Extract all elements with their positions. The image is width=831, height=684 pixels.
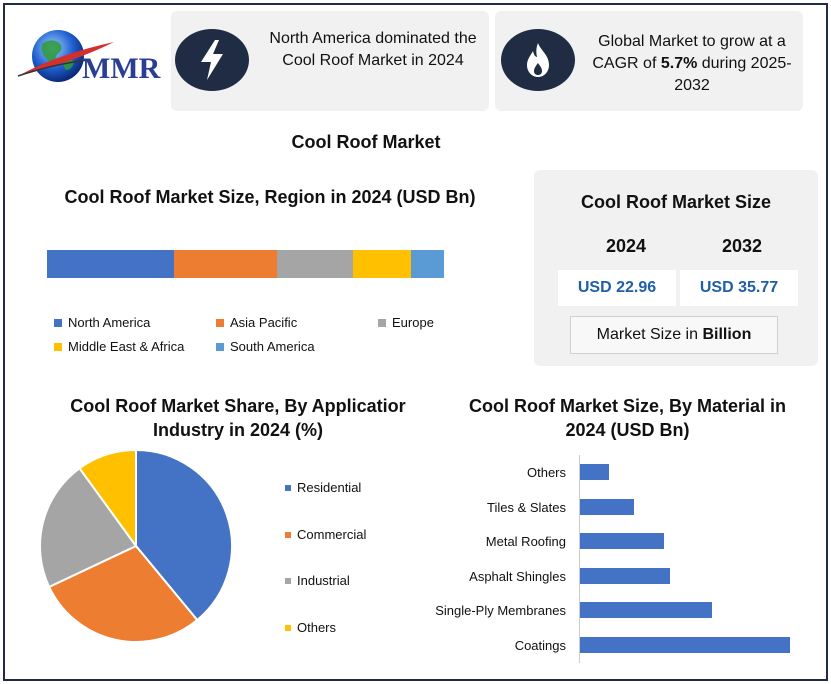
region-legend-item: South America	[216, 339, 315, 354]
highlight-card-region: North America dominated the Cool Roof Ma…	[171, 11, 489, 111]
legend-label: Others	[297, 620, 337, 635]
legend-swatch	[54, 318, 62, 327]
material-bar-label: Asphalt Shingles	[469, 568, 566, 584]
legend-swatch	[285, 624, 291, 631]
logo-text: MMR	[82, 52, 161, 85]
material-bar	[580, 533, 664, 550]
material-bar	[580, 567, 671, 584]
unit-bold: Billion	[702, 326, 752, 343]
page-title: Cool Roof Market	[291, 132, 441, 152]
pie-slice-industrial	[39, 466, 138, 589]
market-size-card: Cool Roof Market Size 2024 2032 USD 22.9…	[534, 170, 818, 366]
region-legend-item: Europe	[378, 315, 434, 330]
application-legend-item: Industrial	[285, 573, 350, 588]
material-bar-label: Metal Roofing	[485, 534, 566, 550]
legend-swatch	[378, 318, 386, 327]
legend-label: Residential	[297, 480, 362, 495]
legend-label: Commercial	[297, 527, 367, 542]
application-legend-item: Residential	[285, 480, 361, 495]
legend-swatch	[285, 531, 291, 538]
region-segment-north-america	[47, 250, 175, 278]
region-legend-item: North America	[54, 315, 150, 330]
legend-swatch	[216, 318, 224, 327]
year-start: 2024	[605, 236, 647, 256]
flame-icon	[501, 29, 575, 91]
region-segment-asia-pacific	[174, 250, 277, 278]
legend-label: North America	[68, 315, 151, 330]
highlight-card-cagr: Global Market to grow at a CAGR of 5.7% …	[495, 11, 803, 111]
legend-label: Asia Pacific	[230, 315, 298, 330]
legend-label: Industrial	[297, 573, 350, 588]
year-end: 2032	[721, 236, 763, 256]
pie-slice-residential	[135, 448, 233, 622]
cagr-text-before: Global Market to grow at a CAGR of	[592, 33, 786, 72]
legend-swatch	[54, 342, 62, 351]
material-chart-title: Cool Roof Market Size, By Material in 20…	[468, 396, 787, 440]
material-bar	[580, 498, 635, 515]
region-segment-south-america	[410, 250, 444, 278]
application-legend-item: Commercial	[285, 527, 366, 542]
region-legend-item: Middle East & Africa	[54, 339, 184, 354]
application-legend-item: Others	[285, 620, 336, 635]
material-axis-line	[579, 455, 580, 663]
value-start: USD 22.96	[558, 270, 676, 306]
mmr-logo: MMR	[12, 22, 162, 92]
region-chart-title: Cool Roof Market Size, Region in 2024 (U…	[64, 187, 476, 207]
highlight-text-cagr: Global Market to grow at a CAGR of 5.7% …	[589, 31, 795, 97]
material-bar-label: Tiles & Slates	[487, 499, 566, 515]
region-segment-middle-east-africa	[353, 250, 411, 278]
legend-swatch	[285, 577, 291, 584]
legend-swatch	[216, 342, 224, 351]
material-bar	[580, 602, 712, 619]
globe-icon	[17, 30, 114, 82]
region-segment-europe	[276, 250, 354, 278]
unit-prefix: Market Size in	[596, 326, 703, 343]
legend-label: Europe	[392, 315, 434, 330]
material-bar	[580, 637, 790, 653]
market-size-unit: Market Size in Billion	[570, 316, 778, 354]
highlight-text-region: North America dominated the Cool Roof Ma…	[269, 30, 477, 69]
material-bar-label: Coatings	[514, 638, 566, 653]
legend-label: South America	[230, 339, 315, 354]
lightning-icon	[175, 29, 249, 91]
legend-swatch	[285, 484, 291, 491]
value-end: USD 35.77	[680, 270, 798, 306]
market-size-title: Cool Roof Market Size	[580, 192, 772, 212]
application-pie-chart	[39, 448, 233, 643]
material-bar-label: Single-Ply Membranes	[435, 603, 566, 619]
cagr-text-after: during 2025-2032	[674, 55, 792, 94]
pie-slice-others	[78, 448, 137, 550]
application-chart-title: Cool Roof Market Share, By Applicatior I…	[70, 396, 406, 440]
material-bar	[580, 464, 610, 480]
legend-label: Middle East & Africa	[68, 339, 185, 354]
cagr-value: 5.7%	[660, 55, 698, 72]
region-stacked-bar	[47, 250, 444, 278]
material-bar-label: Others	[526, 465, 566, 480]
region-legend-item: Asia Pacific	[216, 315, 297, 330]
